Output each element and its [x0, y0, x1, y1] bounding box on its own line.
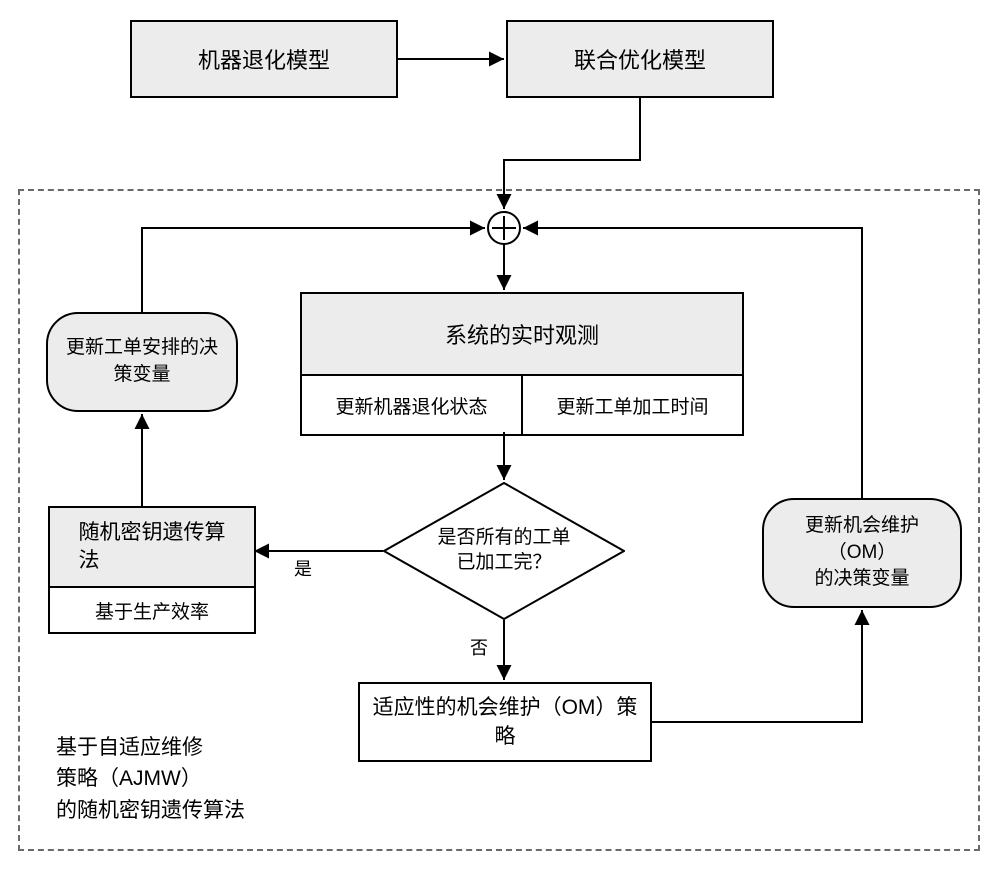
label: 更新机会维护（OM） 的决策变量 — [774, 513, 950, 593]
node-update-om-decision: 更新机会维护（OM） 的决策变量 — [762, 498, 962, 608]
node-adaptive-om-strategy: 适应性的机会维护（OM）策 略 — [358, 682, 652, 762]
edge-label-yes: 是 — [294, 555, 312, 581]
node-degradation-model: 机器退化模型 — [130, 20, 398, 98]
caption-text: 基于自适应维修 策略（AJMW） 的随机密钥遗传算法 — [56, 736, 245, 822]
diagram-canvas: 机器退化模型 联合优化模型 系统的实时观测 更新机器退化状态 更新工单加工时间 … — [0, 0, 1000, 870]
label: 否 — [470, 638, 488, 658]
merge-node — [487, 211, 521, 245]
ga-subtitle-cell: 基于生产效率 — [50, 588, 254, 632]
label: 是 — [294, 559, 312, 579]
node-random-key-ga: 随机密钥遗传算 法 基于生产效率 — [48, 506, 256, 634]
observation-cell-degradation: 更新机器退化状态 — [302, 376, 521, 434]
decision-all-jobs-done: 是否所有的工单 已加工完？ — [383, 482, 625, 620]
label: 机器退化模型 — [198, 43, 330, 75]
observation-title: 系统的实时观测 — [445, 318, 599, 350]
ga-subtitle: 基于生产效率 — [95, 597, 209, 624]
node-joint-optimization-model: 联合优化模型 — [506, 20, 774, 98]
decision-label: 是否所有的工单 已加工完？ — [437, 526, 570, 575]
label: 更新工单安排的决 策变量 — [66, 335, 218, 388]
observation-cell-processing-time: 更新工单加工时间 — [521, 376, 742, 434]
ga-title: 随机密钥遗传算 法 — [79, 519, 226, 576]
node-realtime-observation: 系统的实时观测 更新机器退化状态 更新工单加工时间 — [300, 292, 744, 436]
label: 适应性的机会维护（OM）策 略 — [373, 693, 638, 752]
label: 更新工单加工时间 — [556, 392, 708, 419]
edge-label-no: 否 — [470, 634, 488, 660]
label: 更新机器退化状态 — [335, 392, 487, 419]
label: 联合优化模型 — [574, 43, 706, 75]
node-update-job-decision: 更新工单安排的决 策变量 — [46, 312, 238, 412]
container-caption: 基于自适应维修 策略（AJMW） 的随机密钥遗传算法 — [56, 700, 245, 826]
